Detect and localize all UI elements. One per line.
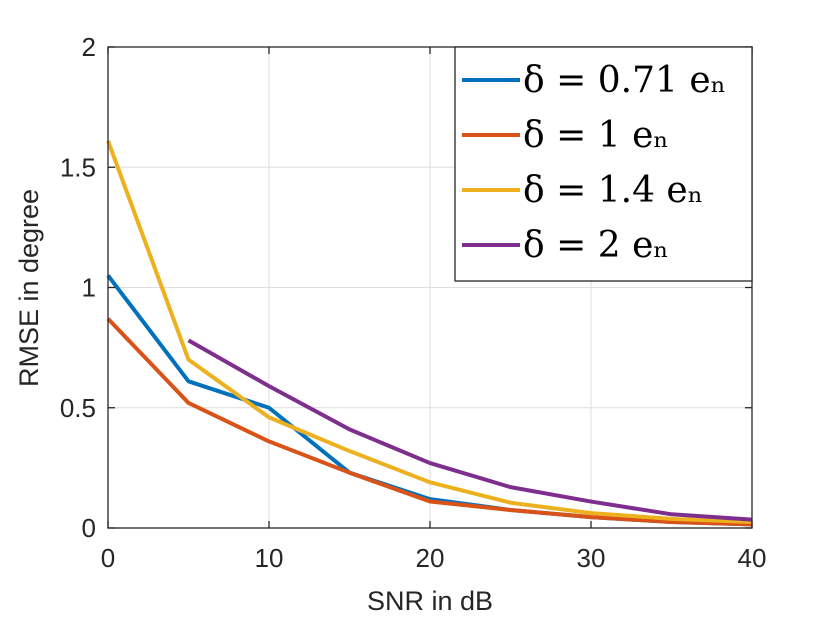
legend-label: δ = 0.71 eₙ bbox=[523, 60, 726, 101]
y-tick-label: 1.5 bbox=[60, 152, 96, 182]
y-tick-label: 0.5 bbox=[60, 393, 96, 423]
x-tick-label: 10 bbox=[255, 543, 284, 573]
legend-label: δ = 2 eₙ bbox=[523, 225, 669, 266]
x-axis-label: SNR in dB bbox=[367, 586, 493, 616]
legend-label: δ = 1 eₙ bbox=[523, 115, 669, 156]
series-line-2-e bbox=[187, 338, 753, 522]
series-line-1-e bbox=[106, 317, 753, 527]
x-tick-labels: 0 10 20 30 40 bbox=[101, 543, 767, 573]
y-axis-label: RMSE in degree bbox=[14, 189, 44, 387]
x-tick-label: 0 bbox=[101, 543, 115, 573]
legend-label: δ = 1.4 eₙ bbox=[523, 170, 703, 211]
y-tick-label: 2 bbox=[82, 32, 96, 62]
y-tick-label: 1 bbox=[82, 273, 96, 303]
series-lines bbox=[106, 140, 753, 527]
y-tick-label: 0 bbox=[82, 513, 96, 543]
legend-box bbox=[454, 46, 753, 282]
x-tick-label: 40 bbox=[738, 543, 767, 573]
x-tick-label: 30 bbox=[577, 543, 606, 573]
y-tick-labels: 0 0.5 1 1.5 2 bbox=[60, 32, 96, 543]
series-line-1-4-e bbox=[106, 140, 753, 524]
legend: δ = 0.71 eₙ δ = 1 eₙ δ = 1.4 eₙ δ = 2 eₙ bbox=[454, 46, 753, 282]
x-tick-label: 20 bbox=[416, 543, 445, 573]
